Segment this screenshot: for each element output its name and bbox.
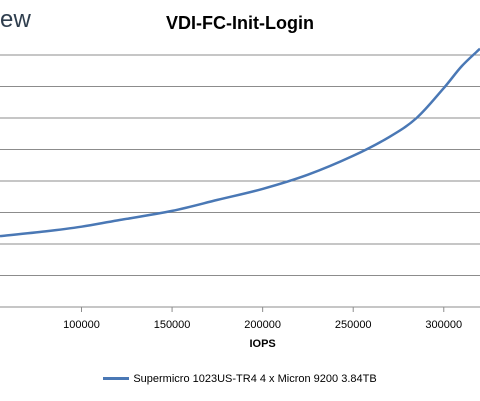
x-tick-label: 150000 [154, 319, 191, 331]
x-axis-ticks: 100000 150000 200000 250000 300000 [63, 307, 462, 331]
legend: Supermicro 1023US-TR4 4 x Micron 9200 3.… [0, 373, 480, 385]
x-tick-label: 100000 [63, 319, 100, 331]
chart-title: VDI-FC-Init-Login [166, 13, 314, 33]
brand-logo-fragment: ew [0, 6, 32, 33]
legend-swatch [103, 376, 130, 380]
x-axis-title: IOPS [249, 338, 275, 350]
series-line [0, 47, 480, 238]
legend-label: Supermicro 1023US-TR4 4 x Micron 9200 3.… [133, 373, 377, 385]
x-tick-label: 250000 [335, 319, 372, 331]
series-layer [0, 47, 480, 238]
gridlines [0, 54, 480, 276]
x-tick-label: 200000 [244, 319, 281, 331]
x-tick-label: 300000 [425, 319, 462, 331]
